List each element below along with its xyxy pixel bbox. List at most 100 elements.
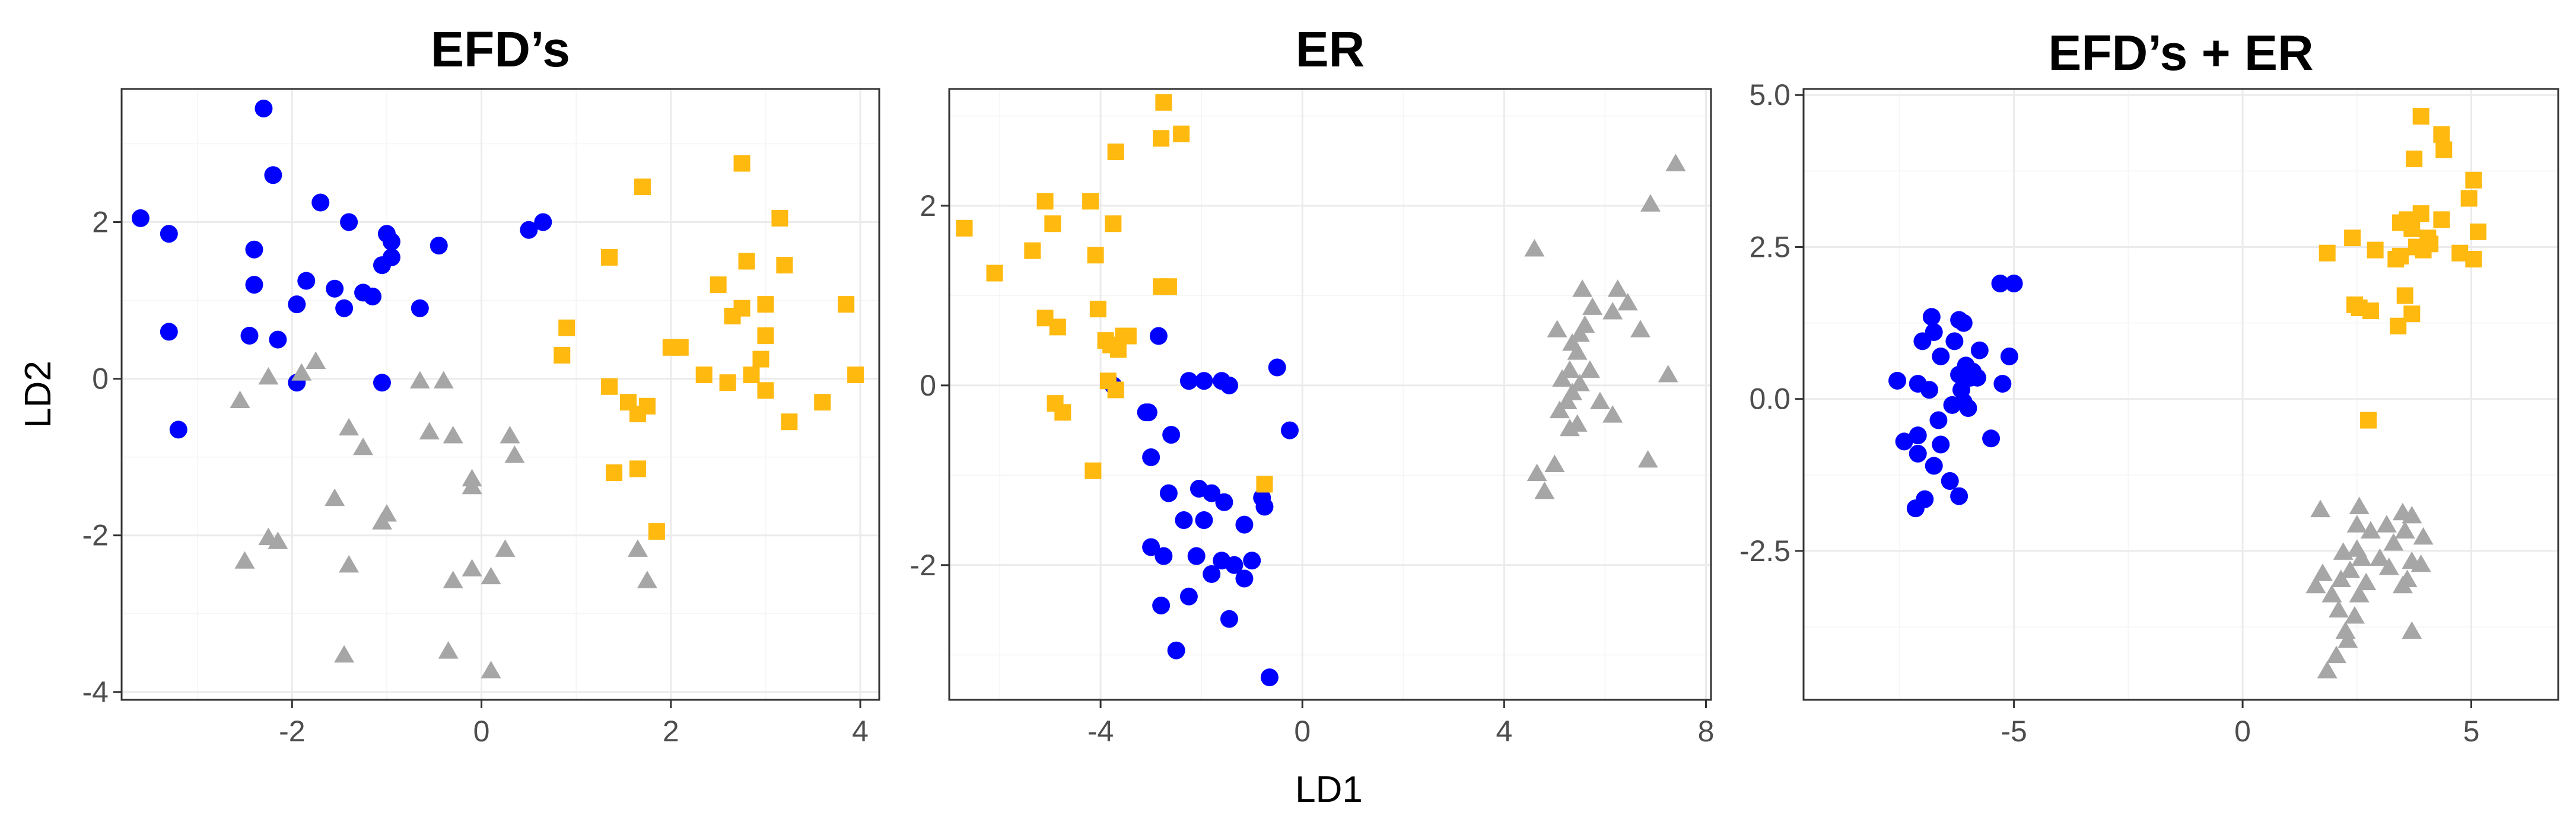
group-triangle-point: [2330, 569, 2351, 587]
group-square-point: [1256, 476, 1273, 493]
data-points: [131, 100, 864, 678]
group-square-point: [2415, 241, 2432, 259]
group-square-point: [2433, 211, 2450, 228]
group-circle-point: [1941, 472, 1959, 490]
group-triangle-point: [334, 645, 355, 663]
group-circle-point: [411, 299, 429, 317]
group-square-point: [838, 296, 855, 313]
group-circle-point: [326, 279, 344, 298]
group-square-point: [743, 366, 760, 383]
group-circle-point: [1954, 314, 1973, 332]
group-square-point: [1153, 130, 1170, 147]
group-square-point: [986, 265, 1003, 282]
group-circle-point: [1268, 358, 1286, 377]
group-triangle-point: [2378, 557, 2399, 575]
group-square-point: [629, 406, 646, 423]
group-triangle-point: [230, 390, 250, 409]
group-circle-point: [1159, 484, 1178, 502]
group-square-point: [606, 464, 623, 482]
x-tick-label: 4: [852, 715, 869, 748]
group-triangle-point: [2346, 515, 2367, 533]
group-triangle-point: [2349, 496, 2370, 514]
x-axis-title: LD1: [1295, 769, 1363, 810]
y-tick-label: -2: [82, 519, 109, 552]
group-square-point: [847, 366, 864, 383]
group-circle-point: [311, 193, 330, 212]
group-triangle-point: [234, 551, 255, 569]
group-circle-point: [297, 272, 316, 290]
group-triangle-point: [2370, 548, 2390, 566]
group-triangle-point: [443, 425, 463, 444]
group-square-point: [2367, 241, 2384, 259]
group-triangle-point: [353, 437, 374, 455]
group-square-point: [1036, 193, 1054, 210]
group-circle-point: [2005, 274, 2023, 292]
group-triangle-point: [1572, 279, 1593, 297]
group-square-point: [1087, 247, 1104, 264]
group-square-point: [1044, 215, 1061, 232]
group-circle-point: [1255, 498, 1274, 516]
group-triangle-point: [481, 566, 501, 585]
group-triangle-point: [1567, 342, 1588, 360]
group-triangle-point: [500, 425, 520, 444]
group-triangle-point: [1589, 391, 1610, 409]
group-triangle-point: [1534, 481, 1555, 499]
group-triangle-point: [495, 539, 516, 557]
group-triangle-point: [2310, 499, 2331, 518]
group-square-point: [2412, 108, 2429, 125]
group-triangle-point: [1544, 454, 1565, 472]
group-square-point: [2362, 302, 2379, 320]
group-circle-point: [269, 330, 287, 349]
group-square-point: [2435, 141, 2453, 158]
group-circle-point: [340, 213, 358, 231]
panel-title: EFD’s + ER: [2048, 25, 2313, 81]
group-square-point: [2465, 171, 2482, 189]
group-triangle-point: [2410, 554, 2431, 572]
group-triangle-point: [1569, 374, 1590, 391]
group-circle-point: [430, 237, 448, 255]
group-circle-point: [245, 240, 263, 259]
group-square-point: [662, 339, 679, 356]
group-triangle-point: [2312, 563, 2333, 581]
group-triangle-point: [2413, 527, 2434, 545]
group-circle-point: [288, 295, 306, 314]
group-triangle-point: [1549, 400, 1570, 419]
group-circle-point: [1235, 569, 1254, 588]
group-circle-point: [1970, 341, 1989, 359]
x-tick-label: 4: [1496, 715, 1512, 748]
y-tick-label: -2: [910, 549, 936, 582]
y-tick-label: 2: [92, 205, 109, 238]
group-square-point: [757, 382, 774, 399]
group-circle-point: [534, 213, 552, 231]
x-tick-label: 8: [1698, 715, 1715, 748]
group-square-point: [1155, 94, 1172, 111]
y-axis-title: LD2: [18, 361, 59, 428]
group-square-point: [601, 378, 618, 395]
x-tick-label: 5: [2463, 715, 2480, 748]
group-triangle-point: [1637, 450, 1658, 468]
group-circle-point: [1932, 435, 1950, 454]
group-triangle-point: [1552, 369, 1573, 387]
group-triangle-point: [258, 367, 279, 385]
group-square-point: [724, 307, 741, 324]
y-tick-label: 2.5: [1749, 230, 1791, 263]
group-circle-point: [1959, 399, 1977, 418]
data-points: [956, 94, 1686, 687]
group-square-point: [1105, 215, 1122, 232]
group-circle-point: [1929, 411, 1948, 429]
group-square-point: [2392, 214, 2409, 231]
group-triangle-point: [438, 641, 459, 659]
group-triangle-point: [462, 559, 482, 576]
group-triangle-point: [419, 422, 440, 439]
group-square-point: [2465, 250, 2482, 267]
group-circle-point: [1142, 448, 1160, 467]
group-circle-point: [240, 326, 259, 345]
x-tick-label: 0: [473, 715, 490, 748]
panel-frame: [120, 88, 880, 701]
group-square-point: [648, 523, 665, 540]
group-circle-point: [1922, 308, 1941, 326]
group-triangle-point: [627, 539, 648, 557]
group-square-point: [2460, 190, 2478, 207]
group-circle-point: [1149, 327, 1168, 345]
group-triangle-point: [1602, 302, 1623, 320]
